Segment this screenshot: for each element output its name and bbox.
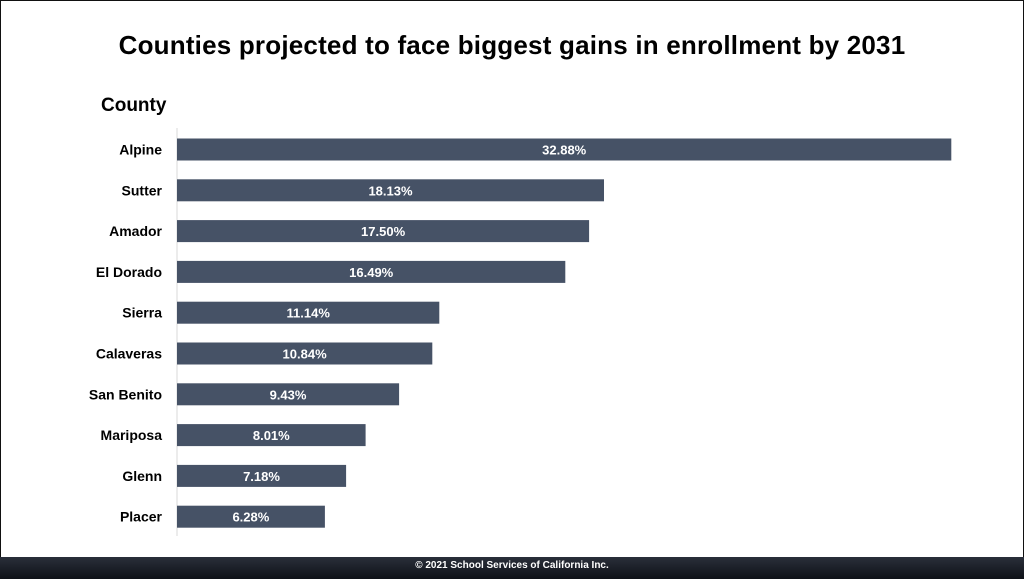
data-label: 32.88% [542,143,587,158]
category-label: Placer [120,509,163,525]
y-axis-label: County [101,95,167,116]
data-label: 17.50% [361,224,406,239]
data-label: 11.14% [287,306,331,321]
category-label: Amador [109,223,162,239]
category-label: Sutter [122,182,163,198]
bar [177,179,604,202]
data-label: 6.28% [232,510,269,525]
data-label: 7.18% [243,469,280,484]
bar [177,220,590,243]
bar [177,383,400,406]
chart-title: Counties projected to face biggest gains… [118,30,906,60]
category-label: Calaveras [96,346,162,362]
copyright-footer: © 2021 School Services of California Inc… [0,557,1024,579]
bar [177,260,566,283]
category-label: Glenn [122,468,162,484]
bar [177,138,952,161]
data-label: 10.84% [283,347,328,362]
category-label: Alpine [119,142,162,158]
category-label: Mariposa [101,427,163,443]
data-label: 18.13% [368,183,413,198]
bar [177,505,325,528]
category-label: Sierra [122,305,162,321]
data-label: 16.49% [349,265,394,280]
bar [177,342,433,365]
bar [177,301,440,324]
bar [177,424,366,447]
bar [177,464,347,487]
category-label: San Benito [89,386,162,402]
category-label: El Dorado [96,264,162,280]
data-label: 9.43% [270,387,307,402]
data-label: 8.01% [253,428,290,443]
